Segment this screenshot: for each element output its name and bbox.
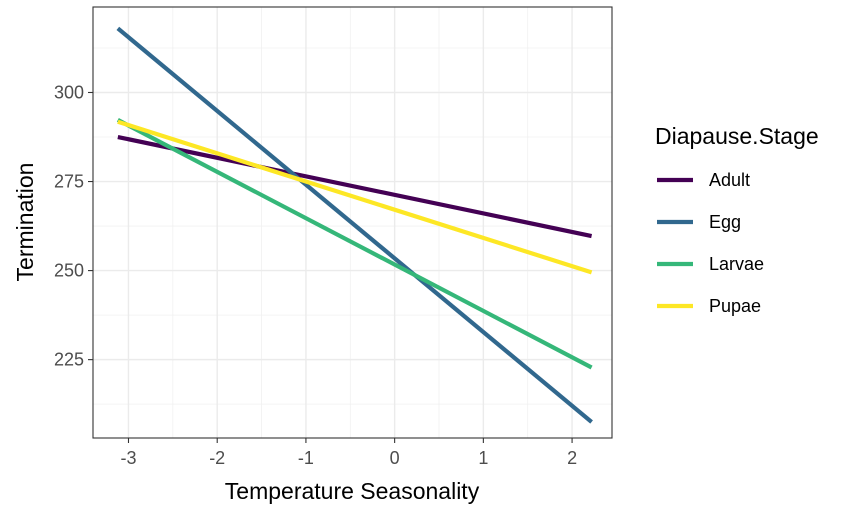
series-line-larvae	[116, 118, 593, 370]
x-tick-label: 1	[478, 448, 488, 468]
x-tick-label: -3	[120, 448, 136, 468]
x-tick-label: -2	[209, 448, 225, 468]
y-axis-ticks: 225 250 275 300	[54, 82, 93, 370]
y-tick-label: 225	[54, 350, 84, 370]
x-axis-ticks: -3 -2 -1 0 1 2	[120, 438, 577, 468]
legend-label-pupae: Pupae	[709, 296, 761, 316]
grid-major	[93, 7, 612, 438]
legend-label-adult: Adult	[709, 170, 750, 190]
legend-label-larvae: Larvae	[709, 254, 764, 274]
series-lines	[116, 26, 593, 424]
x-tick-label: -1	[298, 448, 314, 468]
series-line-adult	[117, 134, 593, 239]
y-tick-label: 275	[54, 172, 84, 192]
x-axis-title: Temperature Seasonality	[225, 478, 480, 504]
legend-title: Diapause.Stage	[655, 123, 819, 149]
x-tick-label: 0	[390, 448, 400, 468]
series-line-pupae	[117, 119, 593, 275]
plot-panel-border	[92, 6, 613, 439]
y-tick-label: 300	[54, 82, 84, 102]
y-axis-title: Termination	[12, 163, 38, 282]
x-tick-label: 2	[567, 448, 577, 468]
y-tick-label: 250	[54, 261, 84, 281]
legend-label-egg: Egg	[709, 212, 741, 232]
series-line-egg	[116, 26, 593, 424]
legend: Adult Egg Larvae Pupae	[657, 170, 764, 316]
